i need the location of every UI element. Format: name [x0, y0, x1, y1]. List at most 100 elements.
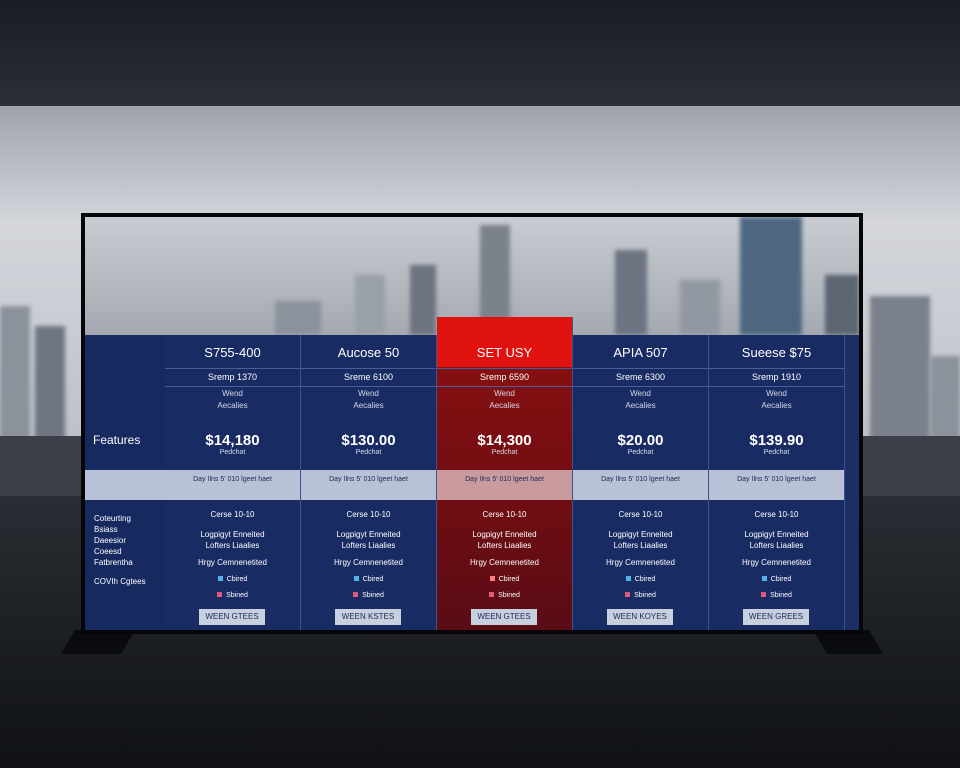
plan-detail: Aecalies [761, 401, 792, 410]
check-item: Sbined [709, 592, 844, 599]
footer-label: COVIh Cgtees [94, 577, 146, 586]
check-text: Sbined [634, 592, 656, 599]
plan-price: $20.00 [617, 432, 664, 449]
feature-title: Cerse 10-10 [618, 510, 663, 519]
feature-line: Logpigyt Enneited [744, 530, 809, 539]
check-item: Cbired [709, 576, 844, 583]
divider [301, 368, 436, 369]
plan-detail: Aecalies [489, 401, 520, 410]
plan-button[interactable]: WEEN KOYES [607, 609, 673, 625]
plan-price: $14,180 [205, 432, 260, 449]
plan-subtitle: Sremp 6590 [479, 372, 530, 382]
plan-band: Day Ilns 5' 010 lgeet haet [165, 470, 300, 500]
plan-detail: Aecalies [217, 401, 248, 410]
band-text: Day Ilns 5' 010 lgeet haet [329, 476, 408, 483]
label-column: Features Coteurting Bsiass Daeesior Coeesd F… [85, 335, 165, 630]
feature-line: Logpigyt Enneited [200, 530, 265, 539]
plan-detail: Wend [494, 389, 515, 398]
divider [573, 386, 708, 387]
feature-title: Cerse 10-10 [482, 510, 527, 519]
check-item: Cbired [165, 576, 300, 583]
feature-line: Logpigyt Enneited [336, 530, 401, 539]
check-item: Cbired [573, 576, 708, 583]
check-item: Sbined [573, 592, 708, 599]
feature-title: Cerse 10-10 [210, 510, 255, 519]
feature-line: Hrgy Cemnenetited [606, 558, 675, 567]
plan-name: Aucose 50 [337, 345, 400, 360]
skyline [85, 217, 859, 335]
plan-button[interactable]: WEEN KSTES [335, 609, 401, 625]
plan-column: APIA 507 Sreme 6300 Wend Aecalies $20.00 Pedc… [573, 335, 709, 630]
feature-line: Lofters Liaalies [477, 541, 532, 550]
plan-column: S755-400 Sremp 1370 Wend Aecalies $14,180 Ped… [165, 335, 301, 630]
plan-subtitle: Sremp 1370 [207, 372, 258, 382]
tv-screen: Features Coteurting Bsiass Daeesior Coeesd F… [85, 217, 859, 630]
check-icon [489, 576, 495, 581]
feature-line: Lofters Liaalies [749, 541, 804, 550]
check-text: Cbired [226, 576, 248, 583]
plan-band: Day Ilns 5' 010 lgeet haet [709, 470, 844, 500]
plan-button[interactable]: WEEN GREES [743, 609, 809, 625]
check-item: Cbired [437, 576, 572, 583]
check-text: Cbired [498, 576, 520, 583]
check-icon [217, 576, 223, 581]
divider [165, 386, 300, 387]
price-note: Pedchat [763, 449, 790, 456]
plan-band: Day Ilns 5' 010 lgeet haet [301, 470, 436, 500]
plan-header [437, 317, 572, 367]
divider [301, 386, 436, 387]
row-label: Coteurting [94, 514, 131, 523]
check-item: Sbined [437, 592, 572, 599]
price-note: Pedchat [491, 449, 518, 456]
feature-line: Logpigyt Enneited [608, 530, 673, 539]
check-text: Sbined [498, 592, 520, 599]
band-text: Day Ilns 5' 010 lgeet haet [465, 476, 544, 483]
check-icon [761, 576, 767, 581]
row-label: Coeesd [94, 547, 122, 556]
row-labels: Coteurting Bsiass Daeesior Coeesd Fatbrentha [94, 513, 133, 568]
plan-detail: Wend [630, 389, 651, 398]
plan-price: $14,300 [477, 432, 532, 449]
divider [165, 368, 300, 369]
feature-line: Lofters Liaalies [613, 541, 668, 550]
row-label: Daeesior [94, 536, 127, 545]
check-icon [217, 592, 223, 597]
plan-subtitle: Sreme 6300 [615, 372, 666, 382]
feature-line: Hrgy Cemnenetited [334, 558, 403, 567]
check-text: Sbined [362, 592, 384, 599]
plan-detail: Aecalies [625, 401, 656, 410]
check-icon [489, 592, 495, 597]
features-label: Features [93, 433, 141, 447]
plan-name: Sueese $75 [741, 345, 812, 360]
feature-line: Hrgy Cemnenetited [470, 558, 539, 567]
check-item: Sbined [301, 592, 436, 599]
feature-line: Lofters Liaalies [341, 541, 396, 550]
divider [573, 368, 708, 369]
divider [709, 386, 844, 387]
divider [709, 368, 844, 369]
plan-button[interactable]: WEEN GTEES [199, 609, 265, 625]
feature-line: Logpigyt Enneited [472, 530, 537, 539]
check-item: Sbined [165, 592, 300, 599]
plan-subtitle: Sremp 1910 [751, 372, 802, 382]
plan-column: Aucose 50 Sreme 6100 Wend Aecalies $130.00 Pe… [301, 335, 437, 630]
check-icon [625, 592, 631, 597]
check-text: Cbired [362, 576, 384, 583]
check-text: Cbired [634, 576, 656, 583]
plan-band: Day Ilns 5' 010 lgeet haet [437, 470, 572, 500]
band-text: Day Ilns 5' 010 lgeet haet [601, 476, 680, 483]
plan-subtitle: Sreme 6100 [343, 372, 394, 382]
band-text: Day Ilns 5' 010 lgeet haet [737, 476, 816, 483]
price-note: Pedchat [627, 449, 654, 456]
check-icon [761, 592, 767, 597]
feature-title: Cerse 10-10 [754, 510, 799, 519]
plan-column: Sueese $75 Sremp 1910 Wend Aecalies $139.90 P… [709, 335, 845, 630]
plan-name: SET USY [476, 345, 533, 360]
plan-band: Day Ilns 5' 010 lgeet haet [573, 470, 708, 500]
plan-detail: Wend [766, 389, 787, 398]
check-icon [353, 592, 359, 597]
band-text: Day Ilns 5' 010 lgeet haet [193, 476, 272, 483]
plan-button[interactable]: WEEN GTEES [471, 609, 537, 625]
plan-name: APIA 507 [613, 345, 668, 360]
divider [437, 368, 572, 369]
